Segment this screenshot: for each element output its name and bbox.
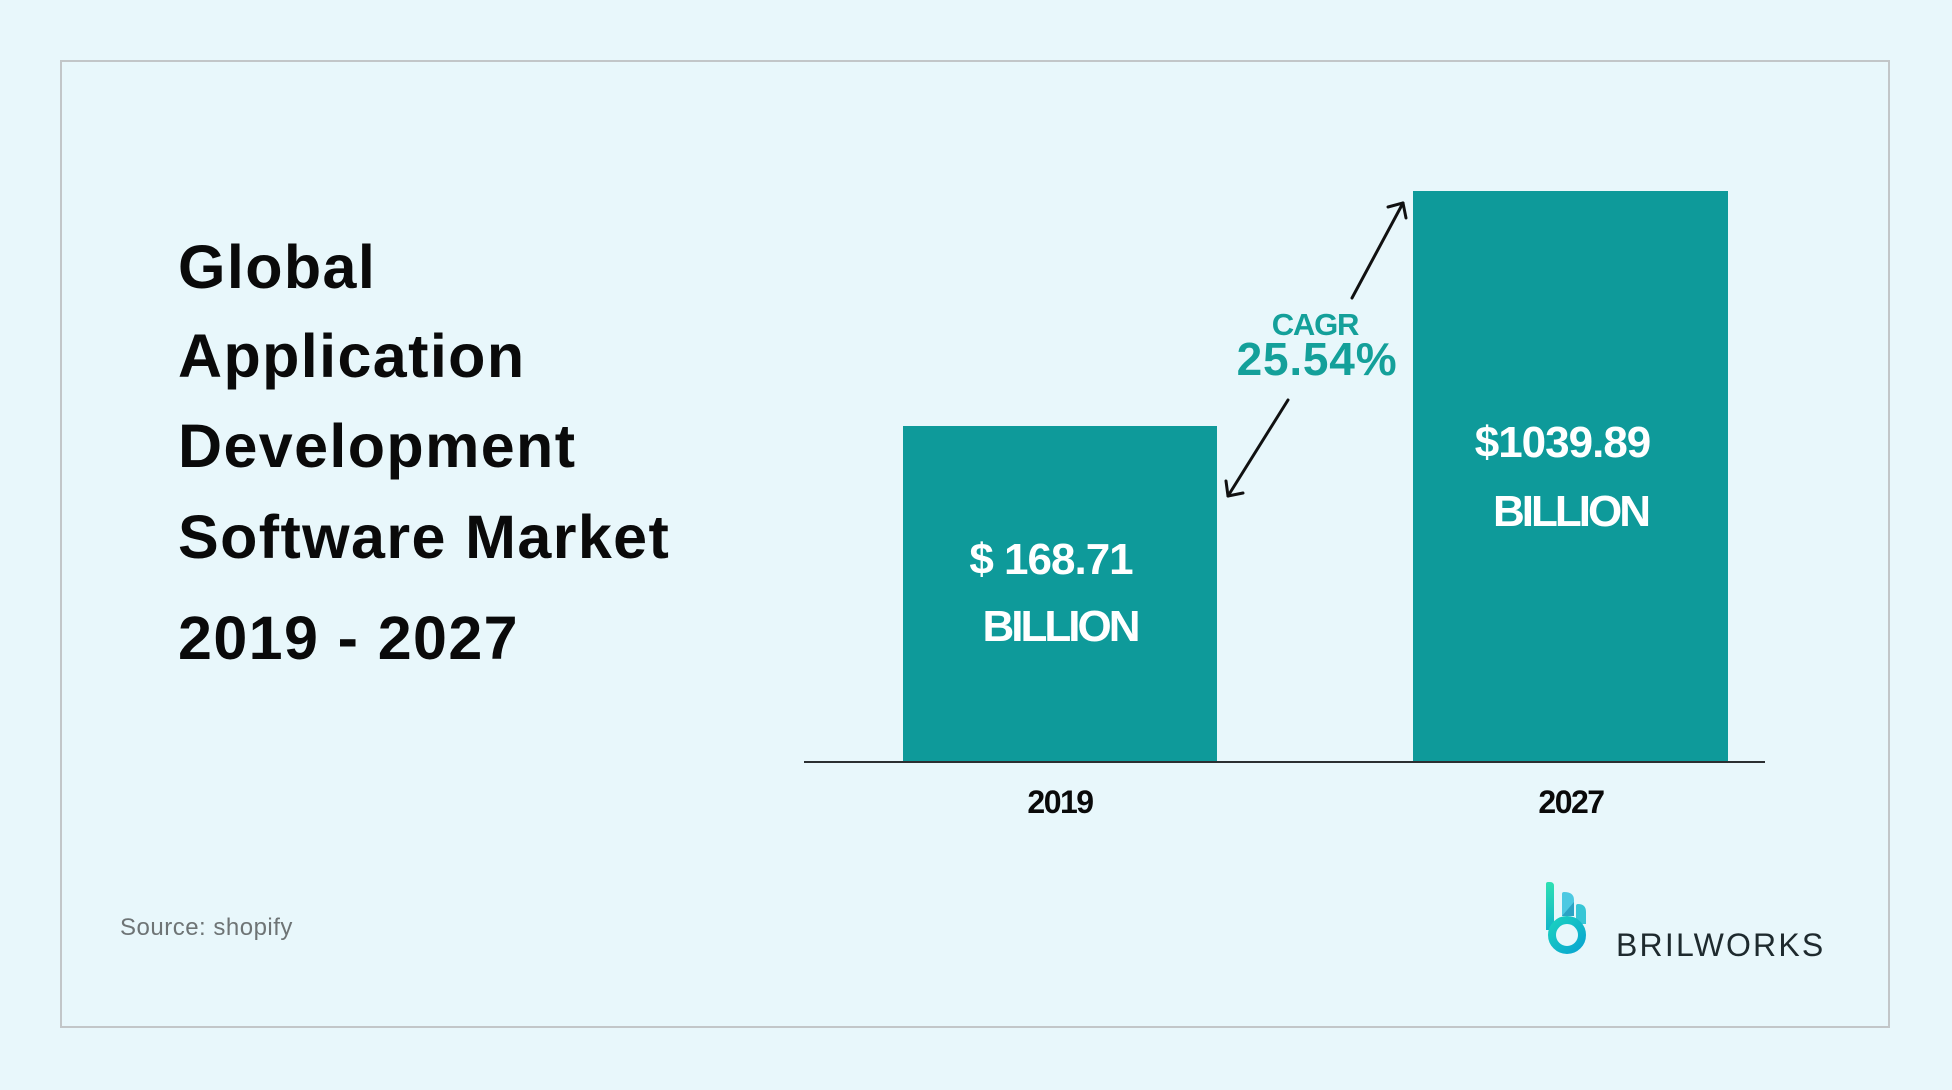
bar-2019: $ 168.71 BILLION [903,426,1217,762]
x-axis-label-2019: 2019 [1027,784,1094,820]
source-note: Source: shopify [120,914,293,941]
arrow-down-icon [1224,398,1290,498]
chart-frame [60,60,1890,1028]
x-axis-line [804,761,1765,763]
chart-title-line-3: Development [178,412,577,480]
chart-title-line-1: Global [178,233,377,301]
brilworks-logo-icon [1546,882,1586,954]
cagr-label: CAGR [1271,307,1360,342]
arrow-up-icon [1350,201,1408,300]
chart-title-period: 2019 - 2027 [178,604,520,672]
bar-2027-value: $1039.89 [1474,418,1652,467]
bar-2019-value: $ 168.71 [969,535,1133,584]
bar-2027: $1039.89 BILLION [1413,191,1728,762]
x-axis-label-2027: 2027 [1538,784,1605,820]
chart-title-line-2: Application [178,322,526,390]
bar-2019-unit: BILLION [982,602,1141,651]
cagr-value: 25.54% [1236,333,1398,385]
chart-title-line-4: Software Market [178,503,671,571]
brand-name: BRILWORKS [1616,927,1826,963]
bar-2027-unit: BILLION [1493,487,1651,536]
